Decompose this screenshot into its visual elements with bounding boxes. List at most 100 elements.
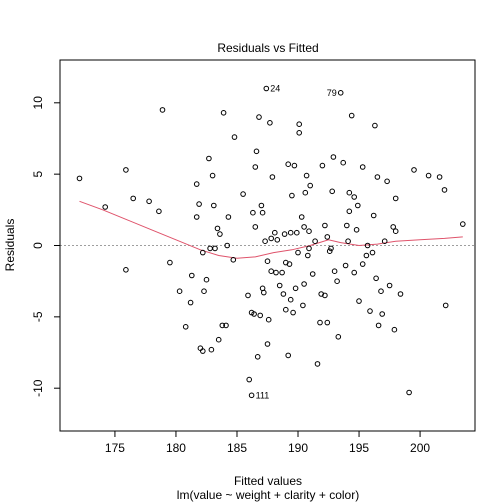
lowess-smooth-line — [79, 200, 463, 259]
residual-point — [223, 322, 229, 329]
residual-point — [359, 164, 366, 170]
residual-point — [273, 269, 279, 276]
residual-point — [291, 162, 298, 169]
residual-point — [344, 222, 350, 229]
residual-point — [246, 376, 252, 383]
residual-point — [359, 261, 366, 267]
residual-point — [285, 161, 292, 167]
residual-point — [348, 112, 355, 119]
residual-point — [309, 271, 316, 277]
residual-point — [391, 326, 398, 333]
residual-point — [351, 194, 358, 200]
residual-point — [217, 231, 223, 237]
residual-point — [256, 114, 262, 120]
residual-point — [379, 311, 386, 317]
residual-point — [375, 322, 382, 329]
residual-point — [326, 248, 333, 254]
residual-point — [305, 252, 311, 259]
residual-point — [356, 298, 362, 304]
residual-point — [296, 121, 303, 127]
residual-point — [372, 122, 378, 129]
residual-point — [193, 181, 200, 187]
residual-point — [312, 238, 318, 244]
residual-points — [76, 85, 466, 399]
residual-point — [441, 187, 448, 193]
residual-point — [346, 208, 353, 215]
residual-point — [220, 110, 227, 116]
residual-point — [436, 174, 443, 180]
residual-point — [230, 257, 237, 263]
residual-point — [369, 249, 376, 256]
residual-point — [285, 352, 292, 359]
y-tick-label: -5 — [31, 311, 45, 322]
residual-point — [281, 231, 288, 237]
residual-point — [425, 172, 432, 179]
residual-point — [272, 229, 278, 236]
residual-point — [392, 195, 399, 202]
residual-point — [334, 278, 340, 285]
residual-point — [146, 198, 152, 205]
residual-point — [317, 319, 323, 326]
residual-point — [296, 130, 303, 136]
residual-point — [123, 167, 129, 173]
residual-point — [225, 214, 232, 220]
residual-point — [370, 212, 377, 219]
residual-point — [283, 306, 289, 313]
residual-point — [263, 85, 270, 92]
residual-point — [274, 237, 281, 243]
residual-point — [353, 227, 360, 233]
residual-point — [280, 291, 287, 297]
residual-point — [390, 224, 397, 230]
y-tick-label: 5 — [31, 170, 45, 177]
residual-point — [176, 288, 183, 295]
outlier-labels: 24 79 111 — [256, 84, 337, 401]
residual-point — [261, 289, 267, 296]
residual-point — [167, 259, 173, 266]
x-axis-label: Fitted values — [234, 474, 302, 488]
residual-point — [314, 361, 321, 367]
residual-point — [381, 238, 388, 244]
residual-point — [215, 336, 222, 343]
residual-point — [351, 269, 358, 276]
residual-point — [340, 159, 347, 166]
residual-point — [386, 282, 393, 289]
residual-point — [374, 174, 381, 180]
y-axis-label: Residuals — [3, 219, 17, 272]
residual-point — [259, 209, 266, 216]
residual-point — [289, 192, 295, 199]
residual-point — [367, 308, 373, 314]
residual-point — [130, 195, 136, 202]
residual-point — [254, 354, 261, 360]
residual-point — [276, 282, 283, 289]
residual-point — [345, 238, 351, 244]
x-axis: 175 180 185 190 195 200 — [105, 431, 430, 455]
residual-point — [319, 162, 326, 169]
residual-point — [301, 281, 307, 287]
residual-point — [253, 148, 260, 155]
residual-point — [200, 249, 206, 256]
residual-point — [279, 269, 285, 276]
residual-point — [300, 302, 306, 309]
x-tick-label: 190 — [288, 441, 308, 455]
residual-point — [302, 189, 309, 196]
y-tick-label: 0 — [31, 242, 45, 249]
residual-point — [212, 245, 218, 252]
outlier-label: 79 — [327, 88, 337, 98]
residual-point — [322, 292, 328, 299]
residual-point — [269, 174, 276, 180]
residual-point — [294, 229, 300, 236]
residual-point — [287, 296, 294, 303]
residual-point — [264, 258, 271, 265]
residual-point — [257, 312, 264, 319]
residual-point — [342, 262, 349, 269]
residual-point — [187, 299, 194, 306]
residual-point — [442, 302, 449, 309]
residual-point — [214, 225, 221, 232]
residual-point — [306, 245, 312, 252]
residual-point — [219, 322, 226, 329]
residual-point — [337, 90, 344, 96]
residual-point — [286, 261, 293, 267]
outlier-label: 24 — [270, 84, 280, 94]
residual-point — [265, 316, 272, 323]
x-tick-label: 175 — [105, 441, 125, 455]
